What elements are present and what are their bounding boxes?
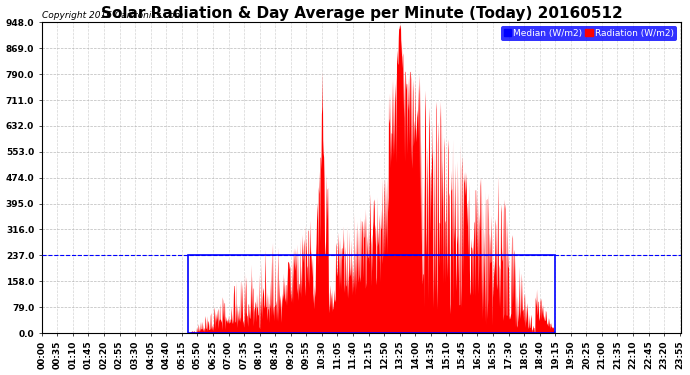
Bar	[188, 255, 555, 333]
Title: Solar Radiation & Day Average per Minute (Today) 20160512: Solar Radiation & Day Average per Minute…	[101, 6, 622, 21]
Legend: Median (W/m2), Radiation (W/m2): Median (W/m2), Radiation (W/m2)	[501, 26, 677, 40]
Text: Copyright 2016 Cartronics.com: Copyright 2016 Cartronics.com	[43, 11, 184, 20]
